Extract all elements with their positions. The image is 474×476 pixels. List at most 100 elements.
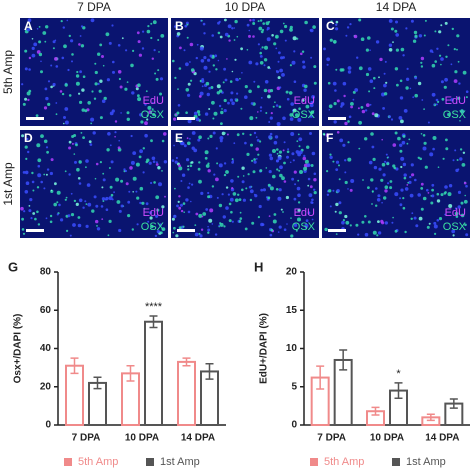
cell bbox=[344, 214, 348, 219]
cell bbox=[68, 94, 72, 97]
cell bbox=[269, 89, 274, 93]
cell bbox=[108, 41, 112, 45]
y-tick-label: 20 bbox=[286, 267, 298, 278]
error-bar bbox=[426, 413, 435, 422]
cell bbox=[22, 171, 26, 174]
cell bbox=[252, 18, 256, 22]
legend-label: 1st Amp bbox=[406, 456, 446, 468]
cell bbox=[249, 133, 252, 136]
cell bbox=[154, 234, 158, 238]
cell bbox=[77, 223, 82, 228]
cells bbox=[322, 131, 469, 237]
cell bbox=[240, 47, 244, 51]
cell bbox=[437, 100, 440, 103]
cell bbox=[145, 90, 148, 93]
cell bbox=[28, 56, 32, 60]
cell bbox=[418, 216, 423, 221]
cell bbox=[302, 65, 306, 69]
cell bbox=[357, 107, 360, 110]
cell bbox=[130, 134, 133, 138]
bar bbox=[177, 360, 196, 427]
cell bbox=[328, 189, 332, 193]
cell bbox=[27, 18, 32, 23]
cell bbox=[234, 98, 237, 101]
cell bbox=[195, 56, 198, 60]
cell bbox=[73, 199, 77, 203]
cell bbox=[269, 186, 274, 191]
cell bbox=[174, 25, 177, 28]
cell bbox=[341, 220, 345, 225]
cell bbox=[244, 227, 248, 231]
stain-label: EdU bbox=[445, 207, 466, 219]
panel-letter: F bbox=[326, 131, 333, 145]
cell bbox=[409, 87, 412, 90]
cell bbox=[307, 184, 310, 187]
cell bbox=[465, 233, 469, 237]
cells bbox=[20, 131, 168, 238]
cell bbox=[401, 140, 406, 145]
cell bbox=[139, 201, 142, 205]
cell bbox=[215, 68, 218, 71]
cell bbox=[382, 107, 385, 110]
cell bbox=[99, 161, 102, 164]
stain-label: OSX bbox=[141, 109, 165, 121]
cell bbox=[370, 178, 374, 182]
cell bbox=[255, 136, 258, 138]
cell bbox=[256, 139, 260, 142]
cell bbox=[54, 57, 58, 61]
cell bbox=[198, 95, 202, 98]
cell bbox=[40, 134, 44, 139]
cell bbox=[135, 87, 139, 91]
cell bbox=[24, 49, 28, 53]
cell bbox=[94, 62, 97, 65]
cell bbox=[146, 29, 151, 34]
cell bbox=[309, 114, 313, 118]
legend-label: 1st Amp bbox=[160, 456, 200, 468]
cell bbox=[338, 201, 342, 205]
cell bbox=[291, 60, 296, 65]
cell bbox=[412, 96, 415, 99]
cell bbox=[139, 113, 143, 117]
cell bbox=[436, 219, 440, 222]
cell bbox=[408, 180, 412, 184]
cell bbox=[276, 70, 280, 74]
cell bbox=[340, 105, 343, 108]
cell bbox=[84, 200, 87, 203]
cell bbox=[339, 68, 343, 72]
cell bbox=[459, 120, 461, 122]
cells bbox=[323, 18, 469, 126]
cell bbox=[187, 82, 191, 86]
cell bbox=[150, 36, 153, 40]
cell bbox=[191, 146, 195, 150]
cell bbox=[335, 168, 339, 172]
cell bbox=[205, 164, 210, 168]
cell bbox=[451, 229, 456, 234]
cell bbox=[224, 32, 229, 37]
cell bbox=[293, 197, 297, 201]
cell bbox=[374, 113, 379, 118]
cell bbox=[27, 98, 30, 102]
cell bbox=[455, 215, 459, 218]
cell bbox=[459, 157, 463, 161]
cell bbox=[222, 215, 226, 219]
cell bbox=[375, 40, 380, 44]
cell bbox=[108, 196, 113, 201]
cell bbox=[219, 222, 222, 225]
cell bbox=[35, 114, 39, 117]
cell bbox=[203, 56, 207, 60]
cell bbox=[155, 161, 158, 164]
cell bbox=[388, 48, 393, 52]
cell bbox=[255, 116, 258, 119]
cell bbox=[328, 104, 333, 109]
cell bbox=[459, 148, 463, 151]
cell bbox=[70, 213, 75, 217]
cell bbox=[107, 234, 110, 237]
cell bbox=[277, 231, 280, 233]
cell bbox=[110, 193, 114, 197]
cell bbox=[431, 194, 435, 198]
cell bbox=[352, 90, 356, 94]
cell bbox=[186, 158, 190, 162]
x-tick-label: 14 DPA bbox=[425, 433, 459, 444]
cell bbox=[260, 48, 262, 50]
cell bbox=[308, 193, 313, 198]
